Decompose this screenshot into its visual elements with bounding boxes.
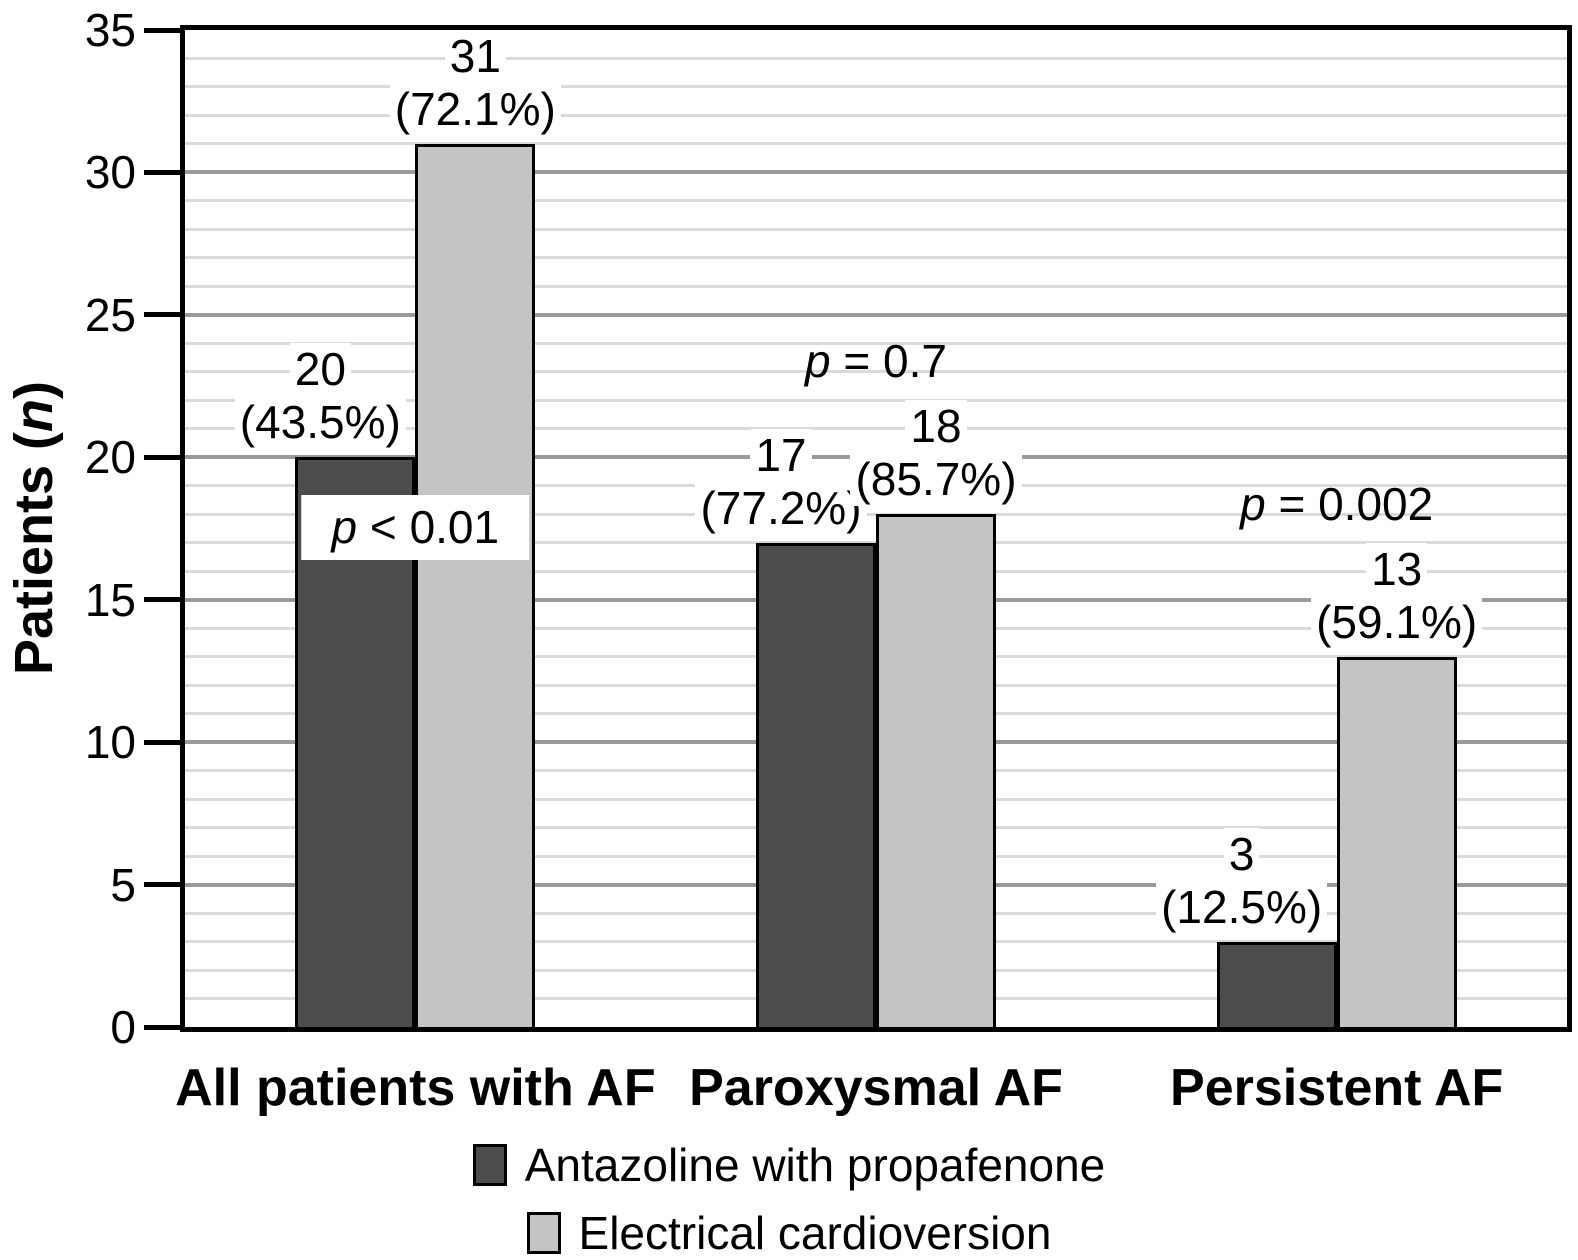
p-value-label: p < 0.01	[301, 495, 530, 560]
minor-gridline	[185, 199, 1567, 203]
y-tick-label: 30	[84, 146, 136, 199]
legend-item: Antazoline with propafenone	[472, 1139, 1106, 1191]
bar-label: 13 (59.1%)	[1217, 542, 1577, 649]
minor-gridline	[185, 370, 1567, 374]
p-value-label: p = 0.002	[1240, 477, 1434, 530]
minor-gridline	[185, 284, 1567, 288]
bar-label: 31 (72.1%)	[295, 29, 655, 136]
category-label: Paroxysmal AF	[689, 1059, 1063, 1117]
bar-light	[415, 143, 536, 1027]
legend-item: Electrical cardioversion	[526, 1207, 1052, 1259]
bar-percentage: (43.5%)	[234, 396, 406, 450]
y-tick-label: 35	[84, 4, 136, 56]
y-axis-tick	[144, 169, 180, 175]
category-label: All patients with AF	[175, 1059, 656, 1117]
minor-gridline	[185, 256, 1567, 260]
y-axis-title: Patients (n)	[4, 380, 64, 676]
minor-gridline	[185, 227, 1567, 231]
minor-gridline	[185, 341, 1567, 345]
y-axis-tick	[144, 882, 180, 888]
p-value-label: p = 0.7	[805, 335, 947, 388]
y-axis-tick	[144, 739, 180, 745]
legend-swatch-dark	[472, 1144, 507, 1186]
legend-swatch-light	[526, 1212, 561, 1254]
legend-label: Antazoline with propafenone	[524, 1139, 1106, 1191]
bar-dark	[756, 542, 876, 1027]
y-axis-tick	[144, 597, 180, 603]
bar-percentage: (59.1%)	[1311, 595, 1483, 649]
plot-area: 20 (43.5%) 17 (77.2%) 3 (12.5%) 31 (72.1%) 18 (85…	[180, 25, 1572, 1032]
bar-percentage: (12.5%)	[1156, 880, 1328, 934]
category-label: Persistent AF	[1170, 1059, 1504, 1117]
minor-gridline	[185, 512, 1567, 516]
legend: Antazoline with propafenone Electrical ca…	[0, 1140, 1578, 1258]
bar-dark	[1216, 941, 1337, 1027]
minor-gridline	[185, 398, 1567, 402]
minor-gridline	[185, 56, 1567, 60]
y-tick-label: 25	[84, 288, 136, 341]
y-tick-label: 15	[84, 573, 136, 626]
legend-label: Electrical cardioversion	[578, 1207, 1052, 1259]
y-tick-label: 10	[84, 716, 136, 769]
minor-gridline	[185, 85, 1567, 89]
bar-percentage: (72.1%)	[389, 82, 561, 136]
minor-gridline	[185, 142, 1567, 146]
y-axis-tick	[144, 454, 180, 460]
bar-light	[1336, 656, 1457, 1027]
y-tick-label: 5	[110, 858, 136, 911]
y-axis-tick	[144, 312, 180, 318]
y-axis-tick	[144, 1024, 180, 1030]
bar-percentage: (85.7%)	[850, 453, 1022, 507]
bar-percentage: (77.2%)	[695, 481, 867, 535]
major-gridline	[185, 170, 1567, 175]
bar-light	[876, 514, 996, 1027]
minor-gridline	[185, 427, 1567, 431]
minor-gridline	[185, 113, 1567, 117]
y-tick-label: 20	[84, 431, 136, 484]
y-tick-label: 0	[110, 1001, 136, 1053]
y-axis-tick	[144, 27, 180, 33]
bar-label: 18 (85.7%)	[756, 400, 1116, 507]
major-gridline	[185, 312, 1567, 317]
